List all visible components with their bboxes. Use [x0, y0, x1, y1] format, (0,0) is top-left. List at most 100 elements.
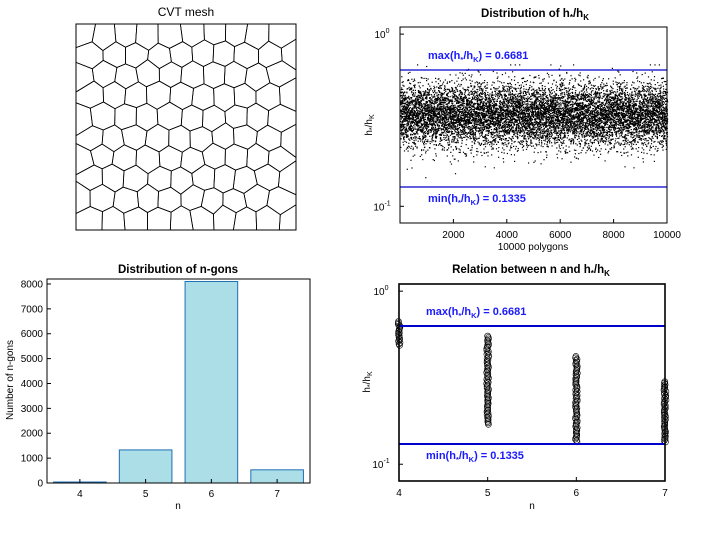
data-point	[487, 111, 489, 113]
data-point	[464, 89, 466, 91]
data-point	[442, 96, 444, 98]
data-point	[457, 101, 459, 103]
data-point	[471, 101, 473, 104]
data-point	[520, 99, 522, 101]
mesh-cell	[91, 23, 117, 52]
data-point	[498, 116, 500, 118]
data-point	[421, 99, 423, 101]
data-point	[486, 140, 488, 143]
data-point	[445, 130, 448, 133]
data-point	[476, 124, 478, 126]
data-point	[443, 121, 445, 123]
data-point	[454, 136, 456, 138]
data-point	[473, 134, 475, 136]
data-point	[475, 125, 478, 127]
data-point	[443, 99, 445, 101]
data-point	[507, 102, 509, 104]
data-point	[433, 129, 435, 131]
data-point	[409, 125, 411, 128]
data-point	[448, 115, 450, 117]
data-point	[449, 131, 451, 133]
data-point	[517, 93, 519, 95]
data-point	[412, 120, 414, 122]
data-point	[494, 132, 496, 134]
data-point	[416, 124, 418, 127]
data-point	[451, 133, 453, 135]
data-point	[442, 103, 444, 105]
data-point	[478, 105, 480, 107]
data-point	[417, 128, 419, 130]
data-point	[465, 121, 467, 123]
data-point	[523, 108, 525, 110]
data-point	[400, 127, 402, 129]
data-point	[453, 111, 455, 113]
data-point	[478, 71, 480, 73]
data-point	[502, 147, 504, 149]
data-point	[471, 131, 473, 133]
data-point	[462, 126, 464, 129]
mesh-cell	[232, 206, 258, 231]
data-point	[492, 133, 494, 135]
data-point	[453, 128, 455, 130]
data-point	[418, 115, 420, 117]
data-point	[407, 88, 409, 90]
data-point	[482, 122, 484, 124]
data-point	[497, 87, 499, 90]
data-point	[511, 93, 513, 95]
data-point	[465, 126, 467, 129]
data-point	[517, 131, 519, 133]
data-point	[496, 111, 498, 113]
data-point	[482, 136, 484, 138]
data-point	[461, 101, 463, 103]
data-point	[434, 141, 437, 143]
data-point	[516, 150, 518, 152]
data-point	[435, 135, 437, 137]
data-point	[461, 93, 464, 95]
data-point	[417, 124, 419, 126]
data-point	[458, 111, 461, 113]
data-point	[528, 122, 530, 124]
data-point	[413, 109, 415, 112]
data-point	[426, 107, 428, 109]
data-point	[528, 121, 530, 123]
data-point	[454, 137, 456, 139]
data-point	[495, 103, 497, 105]
data-point	[508, 91, 510, 93]
data-point	[414, 126, 416, 128]
data-point	[454, 82, 456, 84]
data-point	[484, 152, 486, 154]
data-point	[492, 98, 494, 100]
data-point	[403, 92, 405, 94]
data-point	[471, 113, 473, 115]
data-point	[411, 167, 413, 169]
data-point	[488, 105, 491, 107]
data-point	[489, 112, 491, 114]
data-point	[419, 87, 421, 89]
data-point	[408, 117, 410, 119]
data-point	[493, 112, 495, 114]
data-point	[477, 84, 479, 86]
data-point	[407, 150, 409, 152]
data-point	[491, 141, 493, 143]
data-point	[437, 129, 439, 131]
data-point	[520, 96, 523, 98]
data-point	[418, 124, 420, 127]
data-point	[413, 100, 415, 102]
data-point	[502, 112, 504, 114]
data-point	[480, 85, 482, 87]
data-point	[503, 114, 505, 116]
data-point	[472, 137, 475, 139]
data-point	[403, 113, 405, 115]
data-point	[450, 111, 452, 113]
data-point	[436, 94, 438, 96]
data-point	[412, 127, 414, 129]
data-point	[436, 105, 438, 107]
data-point	[517, 87, 519, 89]
data-point	[408, 86, 410, 89]
data-point	[517, 111, 519, 113]
data-point	[493, 129, 495, 131]
data-point	[457, 140, 459, 142]
data-point	[474, 138, 476, 140]
data-point	[417, 120, 419, 122]
data-point	[422, 126, 424, 129]
